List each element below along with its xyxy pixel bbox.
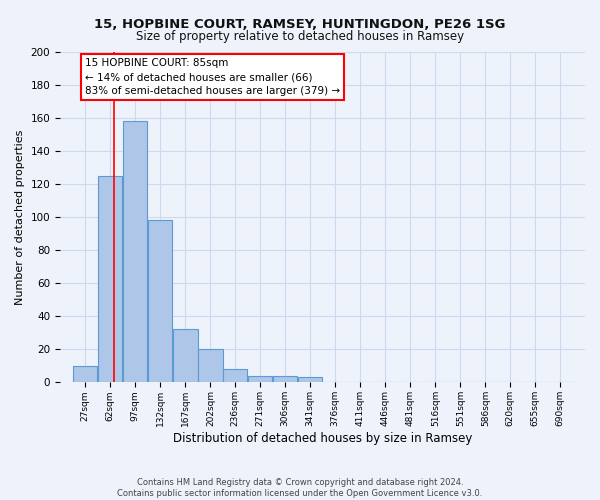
X-axis label: Distribution of detached houses by size in Ramsey: Distribution of detached houses by size … <box>173 432 472 445</box>
Bar <box>98 176 122 382</box>
Y-axis label: Number of detached properties: Number of detached properties <box>15 130 25 304</box>
Text: Contains HM Land Registry data © Crown copyright and database right 2024.
Contai: Contains HM Land Registry data © Crown c… <box>118 478 482 498</box>
Bar <box>198 350 223 382</box>
Text: Size of property relative to detached houses in Ramsey: Size of property relative to detached ho… <box>136 30 464 43</box>
Bar <box>298 378 322 382</box>
Bar <box>273 376 297 382</box>
Text: 15, HOPBINE COURT, RAMSEY, HUNTINGDON, PE26 1SG: 15, HOPBINE COURT, RAMSEY, HUNTINGDON, P… <box>94 18 506 30</box>
Bar <box>73 366 97 382</box>
Bar <box>173 330 197 382</box>
Bar <box>123 121 148 382</box>
Bar <box>148 220 172 382</box>
Text: 15 HOPBINE COURT: 85sqm
← 14% of detached houses are smaller (66)
83% of semi-de: 15 HOPBINE COURT: 85sqm ← 14% of detache… <box>85 58 340 96</box>
Bar <box>248 376 272 382</box>
Bar <box>223 369 247 382</box>
